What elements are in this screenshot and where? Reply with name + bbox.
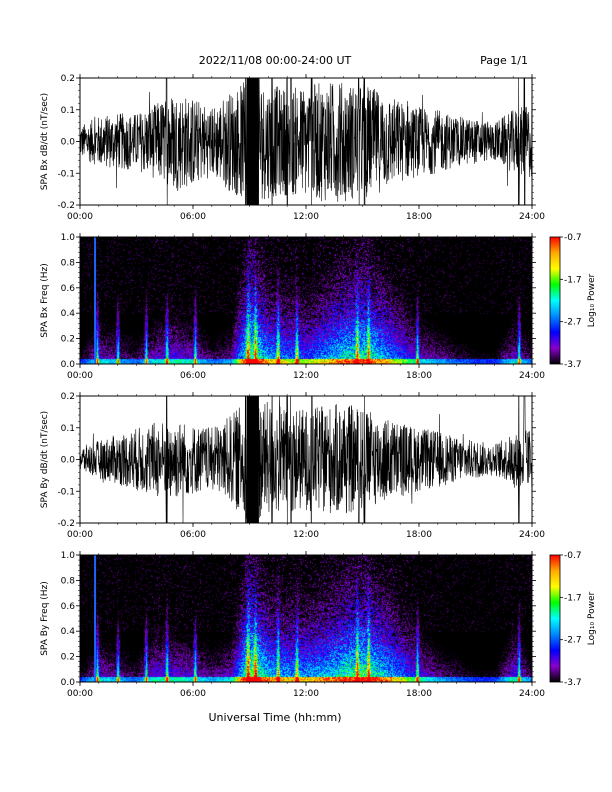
panel-3: 0.2 0.1 0.0 -0.1 -0.200:00 06:00 12:00 18:00 24:… xyxy=(40,392,545,540)
colorbar-tick-label: -0.7 xyxy=(564,551,582,561)
x-tick-label: 24:00 xyxy=(519,530,545,540)
y-tick-label: 0.2 xyxy=(61,653,75,663)
y-tick-label: -0.1 xyxy=(57,169,75,179)
y-tick-label: 0.0 xyxy=(61,138,76,148)
y-tick-label: 0.2 xyxy=(61,335,75,345)
panels: 0.20.10.0-0.1-0.200:00 06:00 12:00 18:00 24:… xyxy=(40,74,597,699)
x-tick-label: 00:00 xyxy=(67,689,93,699)
x-tick-label: 24:00 xyxy=(519,212,545,222)
x-tick-label: 18:00 xyxy=(406,530,432,540)
x-tick-label: 18:00 xyxy=(406,689,432,699)
x-tick-label: 18:00 xyxy=(406,212,432,222)
series-line xyxy=(80,78,532,205)
y-tick-label: 0.0 xyxy=(61,678,76,688)
colorbar-tick-label: -1.7 xyxy=(564,275,582,285)
colorbar-tick-label: -3.7 xyxy=(564,360,582,370)
x-tick-label: 06:00 xyxy=(180,689,206,699)
y-tick-label: 0.0 xyxy=(61,456,76,466)
y-tick-label: 0.1 xyxy=(61,424,75,434)
x-tick-label: 12:00 xyxy=(293,212,319,222)
y-axis-label: SPA By Freq (Hz) xyxy=(40,581,50,656)
y-tick-label: 0.8 xyxy=(61,576,76,586)
x-axis-title: Universal Time (hh:mm) xyxy=(209,711,342,724)
y-axis-label: SPA By dB/dt (nT/sec) xyxy=(40,411,50,508)
y-tick-label: 0.4 xyxy=(61,309,76,319)
x-tick-label: 00:00 xyxy=(67,371,93,381)
y-tick-label: -0.2 xyxy=(57,201,75,211)
y-tick-label: 0.2 xyxy=(61,392,75,402)
x-tick-label: 24:00 xyxy=(519,689,545,699)
y-tick-label: 0.6 xyxy=(61,284,76,294)
x-tick-label: 12:00 xyxy=(293,371,319,381)
spectrogram-image xyxy=(80,555,532,682)
y-tick-label: 1.0 xyxy=(61,233,76,243)
y-tick-label: 1.0 xyxy=(61,551,76,561)
y-axis-label: SPA Bx Freq (Hz) xyxy=(40,263,50,338)
y-tick-label: -0.1 xyxy=(57,487,75,497)
header-page-number: Page 1/1 xyxy=(480,54,528,67)
colorbar-tick-label: -3.7 xyxy=(564,678,582,688)
panel-1: 0.2 0.1 0.0 -0.1 -0.200:00 06:00 12:00 18:00 24:… xyxy=(40,74,545,222)
y-tick-label: 0.1 xyxy=(61,106,75,116)
colorbar: -0.7 -1.7 -2.7 -3.7 Log₁₀ Power xyxy=(549,551,597,688)
x-tick-label: 06:00 xyxy=(180,530,206,540)
y-tick-label: 0.0 xyxy=(61,360,76,370)
colorbar-tick-label: -2.7 xyxy=(564,318,582,328)
panel-4: -0.7 -1.7 -2.7 -3.7 Log₁₀ Power 1.0 0.8 0.6 0.4 0… xyxy=(40,551,597,699)
x-tick-label: 00:00 xyxy=(67,212,93,222)
header-date-range: 2022/11/08 00:00-24:00 UT xyxy=(199,54,352,67)
x-tick-label: 00:00 xyxy=(67,530,93,540)
y-tick-label: 0.4 xyxy=(61,627,76,637)
panel-2: -0.7 -1.7 -2.7 -3.7 Log₁₀ Power 1.0 0.8 0.6 0.4 0… xyxy=(40,233,597,381)
y-tick-label: 0.6 xyxy=(61,602,76,612)
y-tick-label: 0.8 xyxy=(61,258,76,268)
x-tick-label: 12:00 xyxy=(293,530,319,540)
x-tick-label: 06:00 xyxy=(180,371,206,381)
colorbar-tick-label: -0.7 xyxy=(564,233,582,243)
y-tick-label: 0.2 xyxy=(61,74,75,84)
colorbar-title: Log₁₀ Power xyxy=(587,592,597,646)
colorbar-tick-label: -1.7 xyxy=(564,593,582,603)
x-tick-label: 06:00 xyxy=(180,212,206,222)
y-tick-label: -0.2 xyxy=(57,519,75,529)
x-tick-label: 12:00 xyxy=(293,689,319,699)
series-line xyxy=(80,396,532,523)
saturation-block xyxy=(246,396,259,523)
saturation-block xyxy=(246,78,259,205)
x-tick-label: 24:00 xyxy=(519,371,545,381)
y-axis-label: SPA Bx dB/dt (nT/sec) xyxy=(40,93,50,190)
colorbar: -0.7 -1.7 -2.7 -3.7 Log₁₀ Power xyxy=(549,233,597,370)
spectrogram-image xyxy=(80,237,532,364)
x-tick-label: 18:00 xyxy=(406,371,432,381)
colorbar-title: Log₁₀ Power xyxy=(587,274,597,328)
colorbar-bar xyxy=(549,554,561,683)
colorbar-tick-label: -2.7 xyxy=(564,636,582,646)
colorbar-bar xyxy=(549,236,561,365)
